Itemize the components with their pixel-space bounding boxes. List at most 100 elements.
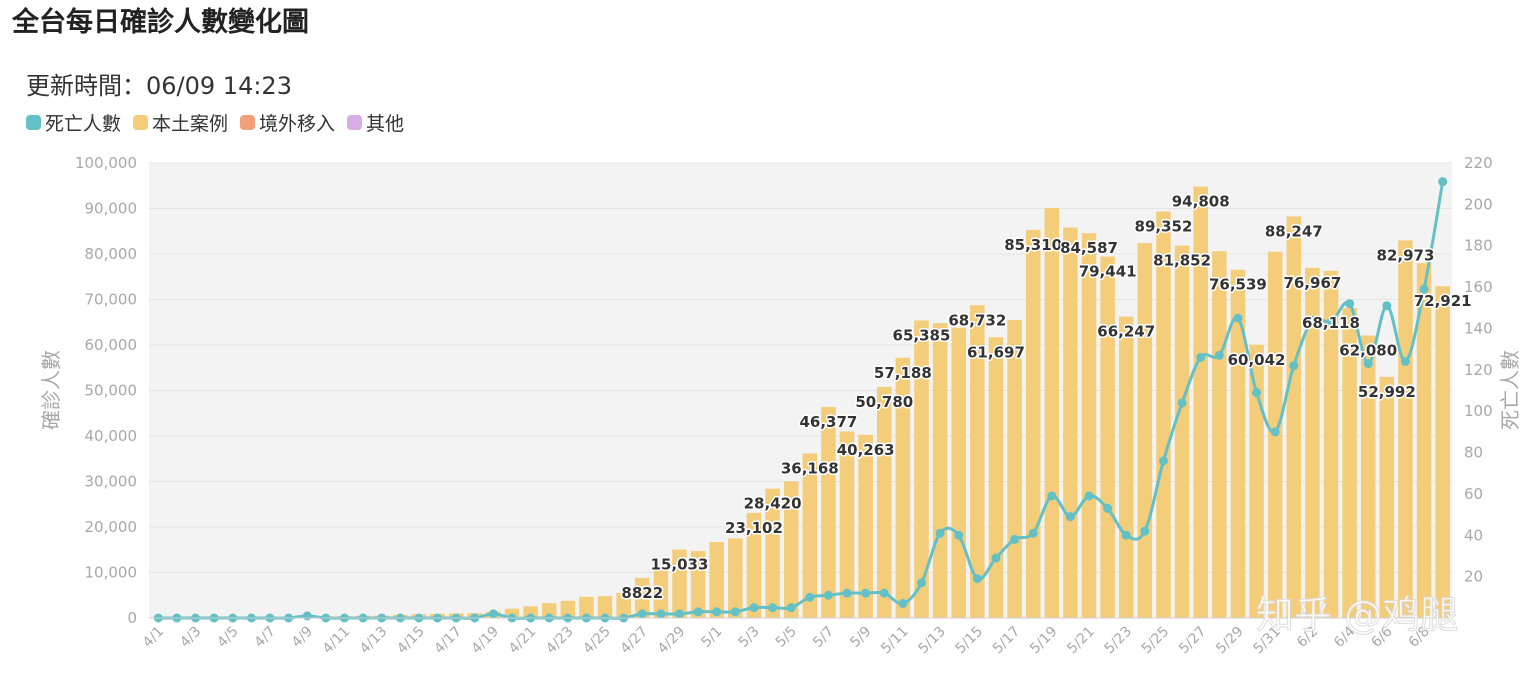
x-tick-label: 5/23 xyxy=(1102,624,1136,658)
death-point xyxy=(302,611,312,621)
death-point xyxy=(1084,491,1094,501)
watermark: 知乎 @鸡腿 xyxy=(1256,593,1458,637)
bar xyxy=(1416,263,1432,618)
bar xyxy=(653,567,669,618)
death-point xyxy=(730,607,740,617)
death-point xyxy=(1028,528,1038,538)
bar xyxy=(1044,208,1060,619)
legend-item-other[interactable]: 其他 xyxy=(347,109,404,136)
death-point xyxy=(712,607,722,617)
legend-swatch-deaths xyxy=(26,115,41,130)
x-tick-label: 5/27 xyxy=(1176,624,1210,658)
legend-item-imported[interactable]: 境外移入 xyxy=(240,109,335,136)
bar xyxy=(1156,211,1171,618)
x-tick-label: 4/21 xyxy=(506,624,540,658)
bar xyxy=(765,488,780,618)
bar xyxy=(1249,344,1264,618)
legend-item-local[interactable]: 本土案例 xyxy=(133,109,228,136)
data-label: 40,263 xyxy=(837,441,895,459)
x-tick-label: 4/7 xyxy=(252,624,279,651)
data-label: 85,310 xyxy=(1004,236,1062,254)
death-point xyxy=(1419,284,1429,294)
right-tick-label: 80 xyxy=(1464,444,1483,462)
x-tick-label: 4/13 xyxy=(357,624,391,658)
death-point xyxy=(954,530,964,540)
left-tick-label: 90,000 xyxy=(85,200,138,218)
death-point xyxy=(935,528,945,538)
x-tick-label: 5/3 xyxy=(736,624,763,651)
x-tick-label: 5/1 xyxy=(698,624,725,651)
legend: 死亡人數 本土案例 境外移入 其他 xyxy=(26,109,404,136)
bar xyxy=(1360,335,1376,618)
right-tick-label: 20 xyxy=(1464,568,1483,586)
death-point xyxy=(916,578,926,588)
left-tick-label: 30,000 xyxy=(85,473,138,491)
x-tick-label: 4/5 xyxy=(214,624,241,651)
data-label: 76,539 xyxy=(1209,276,1267,294)
right-tick-label: 120 xyxy=(1464,361,1493,379)
bar xyxy=(1118,316,1134,618)
x-tick-label: 4/3 xyxy=(177,624,204,651)
death-point xyxy=(1289,361,1299,371)
data-label: 94,808 xyxy=(1172,193,1230,211)
legend-label-deaths: 死亡人數 xyxy=(45,113,122,135)
death-point xyxy=(823,590,833,600)
death-point xyxy=(1400,357,1410,367)
x-tick-label: 4/11 xyxy=(320,624,354,658)
bar xyxy=(932,323,948,618)
death-point xyxy=(1233,313,1243,323)
bar xyxy=(709,542,724,618)
bar xyxy=(988,337,1004,618)
data-label: 68,732 xyxy=(948,311,1006,329)
data-label: 62,080 xyxy=(1339,342,1397,360)
bar xyxy=(1286,216,1302,619)
data-label: 81,852 xyxy=(1153,252,1211,270)
x-tick-label: 5/7 xyxy=(810,624,837,651)
bar xyxy=(635,577,650,618)
bar xyxy=(523,606,538,618)
death-point xyxy=(749,603,759,613)
x-tick-label: 4/29 xyxy=(655,624,689,658)
data-label: 50,780 xyxy=(855,393,913,411)
death-point xyxy=(675,609,685,619)
bar xyxy=(1398,240,1413,619)
death-point xyxy=(972,574,982,584)
death-point xyxy=(786,603,796,613)
data-label: 84,587 xyxy=(1060,239,1118,257)
death-point xyxy=(1307,315,1317,325)
death-point xyxy=(637,609,647,619)
right-tick-label: 60 xyxy=(1464,485,1483,503)
bar xyxy=(1230,269,1246,618)
legend-item-deaths[interactable]: 死亡人數 xyxy=(26,109,121,136)
left-axis: 0 10,000 20,000 30,000 40,000 50,000 60,000 70,… xyxy=(75,154,137,627)
bar xyxy=(802,453,818,618)
x-tick-label: 5/9 xyxy=(847,624,874,651)
x-tick-label: 4/25 xyxy=(580,624,614,658)
data-label: 66,247 xyxy=(1097,323,1155,341)
bar xyxy=(672,549,687,618)
death-point xyxy=(991,553,1001,563)
bar xyxy=(970,305,985,618)
bar xyxy=(914,320,929,618)
right-tick-label: 200 xyxy=(1464,195,1493,213)
bar xyxy=(504,608,520,618)
bar xyxy=(746,512,762,618)
legend-swatch-local xyxy=(133,115,149,130)
death-point xyxy=(1177,398,1187,408)
bar xyxy=(895,357,911,618)
death-point xyxy=(1196,352,1206,362)
death-point xyxy=(656,609,666,619)
death-point xyxy=(768,603,778,613)
bar xyxy=(728,538,743,618)
bar xyxy=(1323,270,1339,618)
legend-label-other: 其他 xyxy=(366,113,405,135)
data-label: 82,973 xyxy=(1377,246,1435,264)
data-label: 79,441 xyxy=(1079,263,1137,281)
bar xyxy=(690,551,706,618)
bar xyxy=(1193,186,1208,618)
legend-swatch-other xyxy=(347,115,363,130)
data-label: 28,420 xyxy=(744,495,802,513)
death-point xyxy=(1103,503,1113,513)
bar xyxy=(1174,245,1190,618)
death-point xyxy=(1010,534,1020,544)
